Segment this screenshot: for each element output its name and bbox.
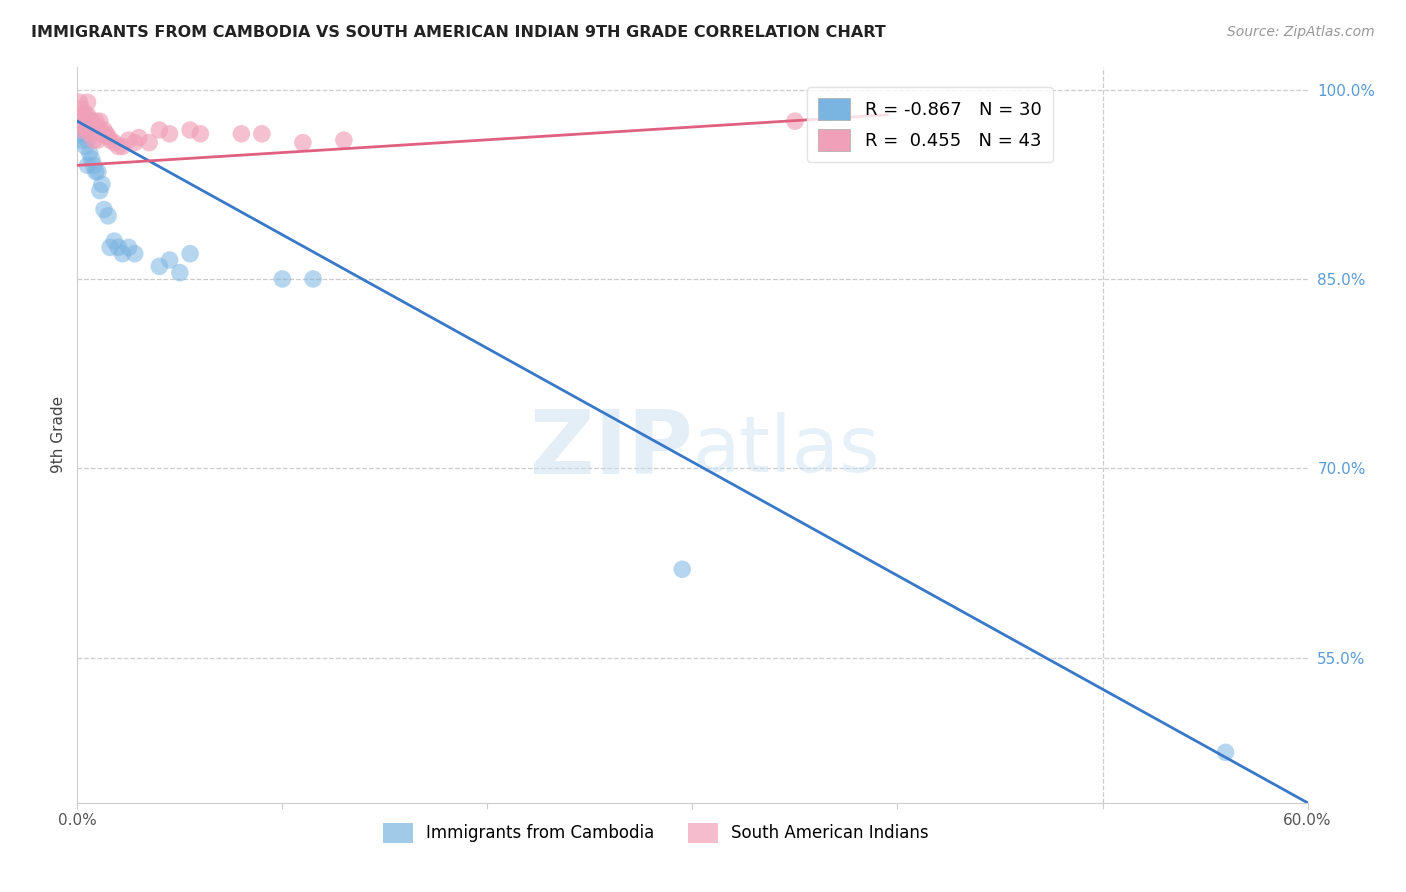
Point <box>250 127 273 141</box>
Point <box>79 145 101 160</box>
Point <box>72 108 94 122</box>
Point <box>90 127 114 141</box>
Point <box>72 127 94 141</box>
Point <box>84 164 107 178</box>
Point <box>79 114 101 128</box>
Point <box>179 123 201 137</box>
Point <box>1215 745 1237 759</box>
Text: atlas: atlas <box>693 411 880 488</box>
Point <box>76 158 98 172</box>
Legend: Immigrants from Cambodia, South American Indians: Immigrants from Cambodia, South American… <box>375 816 935 850</box>
Point <box>70 123 93 137</box>
Point <box>89 184 111 198</box>
Point <box>124 136 146 150</box>
Point <box>103 136 125 150</box>
Point <box>75 108 97 122</box>
Point <box>302 272 325 286</box>
Point <box>231 127 253 141</box>
Point <box>117 133 139 147</box>
Point <box>87 164 110 178</box>
Point <box>70 111 93 125</box>
Point <box>159 127 181 141</box>
Point <box>83 120 105 135</box>
Point <box>103 234 125 248</box>
Point <box>87 133 110 147</box>
Point <box>83 133 105 147</box>
Point <box>111 139 134 153</box>
Point <box>76 120 98 135</box>
Point <box>76 133 98 147</box>
Point <box>97 129 120 144</box>
Point <box>148 260 170 274</box>
Point <box>67 114 90 128</box>
Point <box>83 158 105 172</box>
Point <box>783 114 806 128</box>
Point <box>90 178 114 192</box>
Point <box>84 114 107 128</box>
Point <box>124 246 146 260</box>
Y-axis label: 9th Grade: 9th Grade <box>51 396 66 474</box>
Point <box>79 127 101 141</box>
Point <box>159 253 181 268</box>
Point <box>93 123 115 137</box>
Point <box>117 240 139 254</box>
Point <box>148 123 170 137</box>
Point <box>111 246 134 260</box>
Point <box>75 139 97 153</box>
Point <box>671 562 693 576</box>
Point <box>271 272 294 286</box>
Point <box>98 133 121 147</box>
Text: Source: ZipAtlas.com: Source: ZipAtlas.com <box>1227 25 1375 39</box>
Point <box>291 136 314 150</box>
Point <box>179 246 201 260</box>
Point <box>107 139 129 153</box>
Point <box>76 108 98 122</box>
Point <box>70 133 93 147</box>
Point <box>75 120 97 135</box>
Point <box>97 209 120 223</box>
Point <box>80 152 103 166</box>
Text: IMMIGRANTS FROM CAMBODIA VS SOUTH AMERICAN INDIAN 9TH GRADE CORRELATION CHART: IMMIGRANTS FROM CAMBODIA VS SOUTH AMERIC… <box>31 25 886 40</box>
Point <box>80 123 103 137</box>
Point <box>94 127 117 141</box>
Point <box>138 136 160 150</box>
Point <box>72 120 94 135</box>
Text: ZIP: ZIP <box>530 406 693 493</box>
Point <box>76 95 98 110</box>
Point <box>67 127 90 141</box>
Point <box>93 202 115 217</box>
Point <box>98 240 121 254</box>
Point <box>87 120 110 135</box>
Point <box>107 240 129 254</box>
Point <box>333 133 356 147</box>
Point <box>75 114 97 128</box>
Point <box>67 95 90 110</box>
Point <box>80 114 103 128</box>
Point <box>70 102 93 116</box>
Point <box>128 130 150 145</box>
Point <box>188 127 212 141</box>
Point <box>169 266 191 280</box>
Point <box>89 114 111 128</box>
